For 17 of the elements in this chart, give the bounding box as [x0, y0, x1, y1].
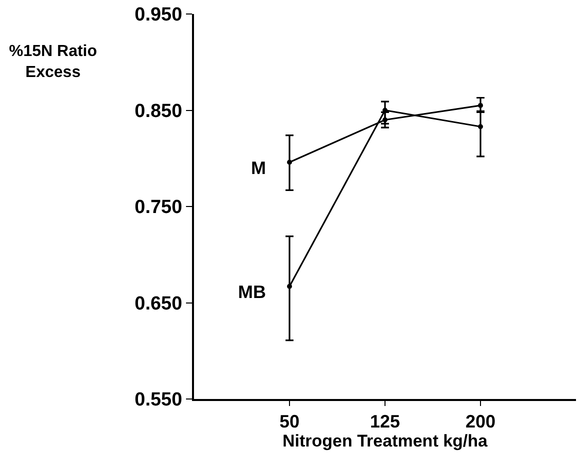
y-tick-label: 0.550	[134, 390, 182, 411]
point	[382, 117, 388, 122]
x-tick-label: 125	[370, 412, 400, 432]
point	[478, 124, 483, 130]
y-tick-label: 0.850	[134, 100, 182, 122]
y-axis-title: %15N Ratio Excess	[9, 43, 98, 81]
point	[478, 102, 483, 108]
point	[287, 284, 292, 289]
x-axis-title: Nitrogen Treatment kg/ha	[282, 432, 488, 451]
series-label: MB	[238, 282, 266, 302]
series-label: M	[251, 158, 266, 178]
y-tick-label: 0.650	[134, 293, 182, 314]
x-tick-label: 50	[279, 412, 300, 432]
x-tick-label: 200	[465, 412, 496, 432]
y-tick-label: 0.750	[134, 197, 182, 218]
point	[287, 160, 292, 165]
y-tick-label: 0.950	[134, 4, 182, 26]
